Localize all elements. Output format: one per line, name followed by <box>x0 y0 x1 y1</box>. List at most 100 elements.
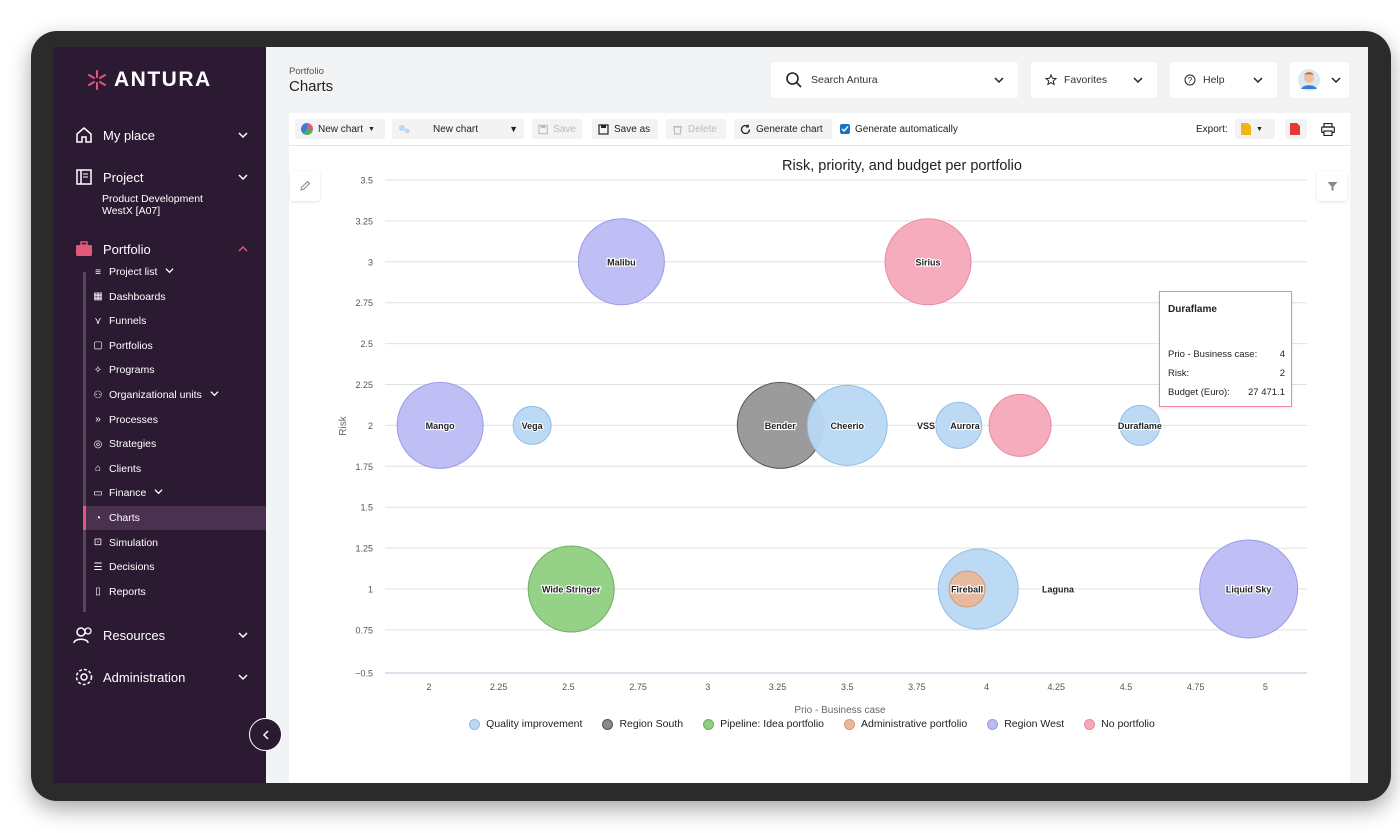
y-tick-label: 3 <box>368 257 373 267</box>
bubble-duraflame <box>1119 404 1161 446</box>
sidebar-item-dashboards[interactable]: ▦ Dashboards <box>83 285 266 309</box>
sidebar-item-processes[interactable]: » Processes <box>83 408 266 432</box>
delete-button[interactable]: Delete <box>666 119 726 139</box>
svg-text:?: ? <box>1188 76 1193 85</box>
collapse-sidebar-button[interactable] <box>249 718 282 751</box>
sidebar-item-programs[interactable]: ✧ Programs <box>83 358 266 382</box>
sidebar-item-project-list[interactable]: ≡ Project list <box>83 260 266 284</box>
sidebar-item-simulation[interactable]: ⊡ Simulation <box>83 531 266 555</box>
chevron-down-icon <box>238 674 248 681</box>
legend-item[interactable]: Region West <box>987 718 1064 730</box>
breadcrumb[interactable]: Portfolio <box>289 66 324 77</box>
y-tick-label: 1.75 <box>355 462 373 472</box>
chart-select[interactable]: New chart ▼ <box>392 119 524 139</box>
y-axis-label: Risk <box>338 415 349 435</box>
sidebar-item-charts[interactable]: ◔ Charts <box>83 506 266 530</box>
tooltip-row: Prio - Business case: 4 <box>1168 349 1285 360</box>
program-icon: ✧ <box>93 364 103 376</box>
bubble-aurora <box>935 401 983 449</box>
current-project-name[interactable]: Product Development <box>102 193 203 205</box>
x-tick-label: 2.25 <box>490 682 508 692</box>
generate-chart-button[interactable]: Generate chart <box>734 119 832 139</box>
tooltip-value: 4 <box>1279 349 1285 360</box>
help-button[interactable]: ? Help <box>1170 62 1277 98</box>
tooltip-label: Risk: <box>1168 368 1190 379</box>
export-document-button[interactable]: ▼ <box>1235 119 1275 139</box>
sidebar-item-portfolios[interactable]: ▢ Portfolios <box>83 334 266 358</box>
filter-button[interactable] <box>1317 171 1347 201</box>
legend-item[interactable]: No portfolio <box>1084 718 1155 730</box>
sidebar-item-decisions[interactable]: ☰ Decisions <box>83 555 266 579</box>
bubble-vega <box>512 405 552 445</box>
bubble-label: Aurora <box>950 421 980 431</box>
export-pdf-button[interactable] <box>1285 119 1307 139</box>
favorites-label: Favorites <box>1064 74 1108 86</box>
sidebar-item-label: Simulation <box>109 536 159 549</box>
nav-administration[interactable]: Administration <box>73 666 248 688</box>
chevron-left-icon <box>262 729 269 740</box>
x-tick-label: 3.25 <box>769 682 787 692</box>
y-tick-label: 1.5 <box>360 503 373 513</box>
new-chart-button[interactable]: New chart ▼ <box>295 119 385 139</box>
clients-icon: ⌂ <box>94 463 102 475</box>
sidebar-item-strategies[interactable]: ◎ Strategies <box>83 432 266 456</box>
sidebar-item-label: Processes <box>109 413 159 426</box>
favorites-button[interactable]: Favorites <box>1031 62 1157 98</box>
legend-label: Pipeline: Idea portfolio <box>720 718 824 730</box>
nav-portfolio[interactable]: Portfolio <box>73 238 248 260</box>
pdf-icon <box>1290 123 1300 135</box>
generate-automatically-label: Generate automatically <box>855 123 958 135</box>
document-icon <box>1241 123 1251 135</box>
x-tick-label: 4.25 <box>1048 682 1066 692</box>
help-icon: ? <box>1184 74 1196 86</box>
legend-item[interactable]: Administrative portfolio <box>844 718 967 730</box>
legend-label: No portfolio <box>1101 718 1155 730</box>
chart-select-value: New chart <box>433 123 479 135</box>
sidebar-item-label: Funnels <box>109 315 147 328</box>
bubble-label: Fireball <box>951 585 983 595</box>
antura-logo-icon <box>88 70 106 90</box>
export-label: Export: <box>1196 123 1228 135</box>
org-icon: ⚇ <box>93 389 103 401</box>
generate-automatically-checkbox[interactable]: Generate automatically <box>840 119 958 139</box>
y-tick-label: 3.25 <box>355 216 373 226</box>
sidebar-item-reports[interactable]: ▯ Reports <box>83 580 266 604</box>
bubble-label: Liquid Sky <box>1226 585 1272 595</box>
bubble-vss <box>988 393 1052 457</box>
bubble-label: Malibu <box>607 257 636 267</box>
y-tick-label: 2 <box>368 421 373 431</box>
legend-swatch <box>844 718 855 730</box>
user-menu[interactable] <box>1290 62 1349 98</box>
print-button[interactable] <box>1321 119 1335 139</box>
list-icon: ≡ <box>95 266 101 278</box>
nav-resources-label: Resources <box>103 627 166 643</box>
legend-item[interactable]: Pipeline: Idea portfolio <box>703 718 824 730</box>
search-icon <box>786 72 802 88</box>
sidebar-item-label: Programs <box>109 364 155 377</box>
legend-item[interactable]: Region South <box>602 718 683 730</box>
x-tick-label: 3 <box>705 682 710 692</box>
chart-toolbar: New chart ▼ New chart ▼ Save Save as Del… <box>289 113 1350 146</box>
save-button[interactable]: Save <box>532 119 582 139</box>
nav-my-place[interactable]: My place <box>73 124 248 146</box>
y-tick-label: 3.5 <box>360 176 373 186</box>
nav-project[interactable]: Project <box>73 166 248 188</box>
search-box[interactable]: Search Antura <box>771 62 1018 98</box>
edit-chart-button[interactable] <box>290 171 320 201</box>
current-project-code[interactable]: WestX [A07] <box>102 205 161 217</box>
bubble-mango <box>396 381 484 469</box>
save-as-label: Save as <box>614 123 651 135</box>
sidebar-item-finance[interactable]: ▭ Finance <box>83 481 266 505</box>
save-as-button[interactable]: Save as <box>592 119 658 139</box>
chevron-down-icon <box>1331 77 1341 84</box>
sidebar-item-funnels[interactable]: ⋎ Funnels <box>83 309 266 333</box>
y-tick-label: 1 <box>368 585 373 595</box>
logo[interactable]: ANTURA <box>86 67 212 93</box>
caret-down-icon: ▼ <box>509 124 518 134</box>
legend-item[interactable]: Quality improvement <box>469 718 582 730</box>
sidebar-item-organizational-units[interactable]: ⚇ Organizational units <box>83 383 266 407</box>
search-placeholder[interactable]: Search Antura <box>811 74 878 86</box>
sidebar-item-clients[interactable]: ⌂ Clients <box>83 457 266 481</box>
nav-resources[interactable]: Resources <box>73 624 248 646</box>
